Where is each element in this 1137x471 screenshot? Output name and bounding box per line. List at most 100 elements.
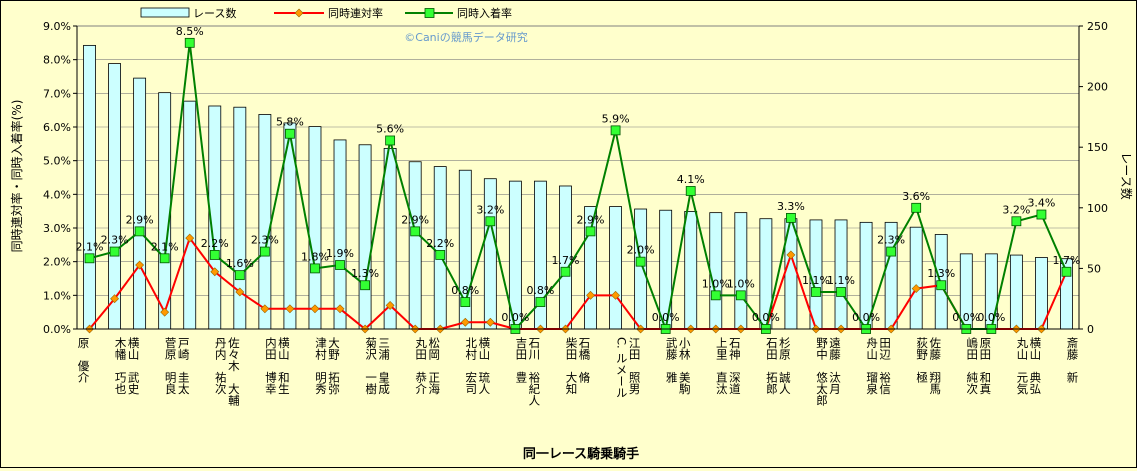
marker-nyuchaku bbox=[1036, 209, 1047, 220]
y-axis-left-title: 同時連対率・同時入着率(%) bbox=[9, 100, 24, 253]
marker-nyuchaku bbox=[585, 226, 596, 237]
data-label-nyuchaku: 2.2% bbox=[426, 237, 454, 250]
data-label-nyuchaku: 3.2% bbox=[476, 203, 504, 216]
data-label-nyuchaku: 2.3% bbox=[251, 234, 279, 247]
legend-label-nyuchaku: 同時入着率 bbox=[457, 6, 512, 20]
marker-nyuchaku bbox=[936, 280, 947, 291]
marker-nyuchaku bbox=[159, 253, 170, 264]
marker-rentai bbox=[235, 287, 245, 297]
data-label-nyuchaku: 0.8% bbox=[451, 284, 479, 297]
bar-race-count bbox=[1009, 254, 1023, 330]
data-label-nyuchaku: 1.3% bbox=[351, 267, 379, 280]
x-category-label: 荻野 極 bbox=[915, 337, 929, 383]
x-category-label: 菊沢 一樹 bbox=[364, 337, 378, 395]
x-category-label: 横山 典弘 bbox=[1028, 336, 1042, 394]
marker-nyuchaku bbox=[911, 202, 922, 213]
bar-race-count bbox=[358, 144, 372, 330]
data-label-nyuchaku: 3.4% bbox=[1027, 197, 1055, 210]
marker-rentai bbox=[460, 317, 470, 327]
legend-swatch-bar bbox=[140, 7, 190, 18]
data-label-nyuchaku: 2.9% bbox=[401, 213, 429, 226]
y-left-tick-label: 1.0% bbox=[43, 289, 71, 302]
bar-race-count bbox=[909, 226, 923, 330]
x-category-label: 木幡 巧也 bbox=[114, 337, 128, 395]
legend-item-rentai: 同時連対率 bbox=[274, 6, 383, 20]
bar-race-count bbox=[709, 212, 723, 330]
y-right-tick-label: 50 bbox=[1087, 262, 1101, 275]
marker-nyuchaku bbox=[360, 280, 370, 291]
data-label-nyuchaku: 1.0% bbox=[727, 277, 755, 290]
y-left-tick-label: 9.0% bbox=[43, 20, 71, 33]
plot-area bbox=[76, 25, 1080, 330]
data-label-nyuchaku: 3.2% bbox=[1002, 203, 1030, 216]
x-category-label: 石田 拓郎 bbox=[765, 337, 779, 395]
marker-rentai bbox=[611, 290, 620, 300]
marker-nyuchaku bbox=[811, 287, 821, 297]
legend-item-nyuchaku: 同時入着率 bbox=[405, 6, 512, 20]
x-category-label: 遠藤 汰月 bbox=[828, 337, 842, 395]
bar-race-count bbox=[333, 139, 347, 330]
data-label-nyuchaku: 8.5% bbox=[176, 25, 204, 38]
data-label-nyuchaku: 0.0% bbox=[952, 311, 980, 324]
data-label-nyuchaku: 2.1% bbox=[76, 240, 104, 253]
x-category-label: 三浦 皇成 bbox=[377, 337, 391, 395]
x-category-label: 横山 武史 bbox=[127, 336, 141, 395]
y-right-tick-label: 200 bbox=[1087, 81, 1108, 94]
watermark-text: ©Caniの競馬データ研究 bbox=[404, 30, 527, 44]
bar-race-count bbox=[158, 92, 172, 330]
marker-nyuchaku bbox=[435, 250, 446, 260]
marker-nyuchaku bbox=[84, 253, 95, 264]
x-category-label: 丸田 恭介 bbox=[414, 337, 428, 395]
bar-race-count bbox=[634, 208, 648, 330]
data-label-nyuchaku: 0.0% bbox=[977, 311, 1005, 324]
legend-label-rentai: 同時連対率 bbox=[328, 6, 383, 20]
data-label-nyuchaku: 1.8% bbox=[301, 250, 329, 263]
x-category-label: 津村 明秀 bbox=[314, 337, 328, 395]
marker-nyuchaku bbox=[1011, 216, 1022, 227]
marker-rentai bbox=[135, 260, 145, 270]
marker-nyuchaku bbox=[184, 37, 195, 48]
y-left-tick-label: 8.0% bbox=[43, 54, 71, 67]
marker-rentai bbox=[586, 290, 595, 300]
bar-race-count bbox=[734, 212, 748, 330]
x-category-label: 大野 拓弥 bbox=[327, 336, 341, 395]
marker-nyuchaku bbox=[385, 135, 396, 146]
data-label-nyuchaku: 1.0% bbox=[702, 277, 730, 290]
x-category-label: 柴田 大知 bbox=[564, 336, 578, 395]
x-category-label: 原田 和真 bbox=[978, 337, 992, 395]
x-category-label: 石川 裕紀人 bbox=[527, 337, 541, 406]
marker-rentai bbox=[310, 304, 320, 314]
marker-rentai bbox=[335, 304, 345, 314]
marker-nyuchaku bbox=[209, 250, 220, 260]
data-label-nyuchaku: 1.1% bbox=[802, 274, 830, 287]
x-category-label: 小林 美駒 bbox=[678, 337, 692, 395]
data-label-nyuchaku: 3.3% bbox=[777, 200, 805, 213]
marker-nyuchaku bbox=[259, 246, 270, 257]
marker-rentai bbox=[786, 250, 796, 260]
bar-race-count bbox=[609, 206, 622, 330]
x-category-label: 江田 照男 bbox=[628, 337, 642, 395]
line-series-rentai bbox=[88, 235, 1068, 331]
x-category-label: 佐々木 大輔 bbox=[227, 336, 241, 407]
y-left-tick-label: 2.0% bbox=[43, 256, 71, 269]
marker-nyuchaku bbox=[335, 260, 345, 270]
bar-race-count bbox=[83, 44, 96, 330]
marker-nyuchaku bbox=[635, 256, 646, 267]
y-axis-right-title: レース数 bbox=[1119, 152, 1134, 199]
data-label-nyuchaku: 5.6% bbox=[376, 122, 404, 135]
data-label-nyuchaku: 0.0% bbox=[501, 311, 529, 324]
bar-race-count bbox=[408, 161, 422, 330]
x-category-label: 舟山 瑠泉 bbox=[865, 336, 879, 394]
marker-nyuchaku bbox=[786, 212, 796, 223]
marker-rentai bbox=[385, 301, 395, 310]
x-category-label: 丸山 元気 bbox=[1015, 337, 1029, 395]
x-category-label: 斎藤 新 bbox=[1065, 336, 1079, 383]
marker-nyuchaku bbox=[560, 266, 571, 277]
y-left-tick-label: 6.0% bbox=[43, 121, 71, 134]
x-axis-title: 同一レース騎乗騎手 bbox=[523, 446, 639, 462]
data-label-nyuchaku: 2.0% bbox=[627, 244, 655, 257]
x-category-label: 石神 深道 bbox=[728, 337, 742, 395]
marker-rentai bbox=[185, 233, 195, 243]
